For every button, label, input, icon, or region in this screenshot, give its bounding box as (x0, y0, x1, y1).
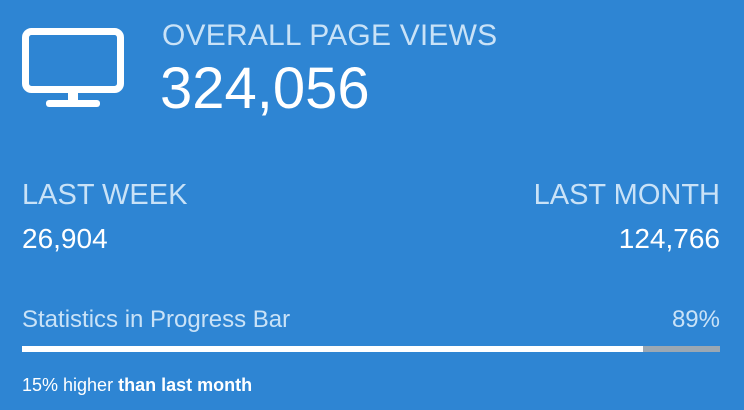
comparison-note-prefix: 15% higher (22, 375, 114, 395)
monitor-icon (22, 28, 124, 107)
overall-page-views-value: 324,056 (160, 56, 370, 121)
overall-page-views-label: OVERALL PAGE VIEWS (162, 19, 498, 52)
last-week-value: 26,904 (22, 223, 108, 254)
progress-title: Statistics in Progress Bar (22, 306, 291, 333)
last-month-label: LAST MONTH (533, 179, 720, 211)
progress-bar (22, 346, 720, 352)
progress-bar-fill (22, 346, 644, 352)
last-week-label: LAST WEEK (22, 179, 188, 211)
progress-percent: 89% (671, 306, 720, 333)
comparison-note: 15% higher than last month (22, 373, 252, 397)
comparison-note-emphasis: than last month (118, 375, 253, 395)
last-month-value: 124,766 (618, 223, 720, 254)
